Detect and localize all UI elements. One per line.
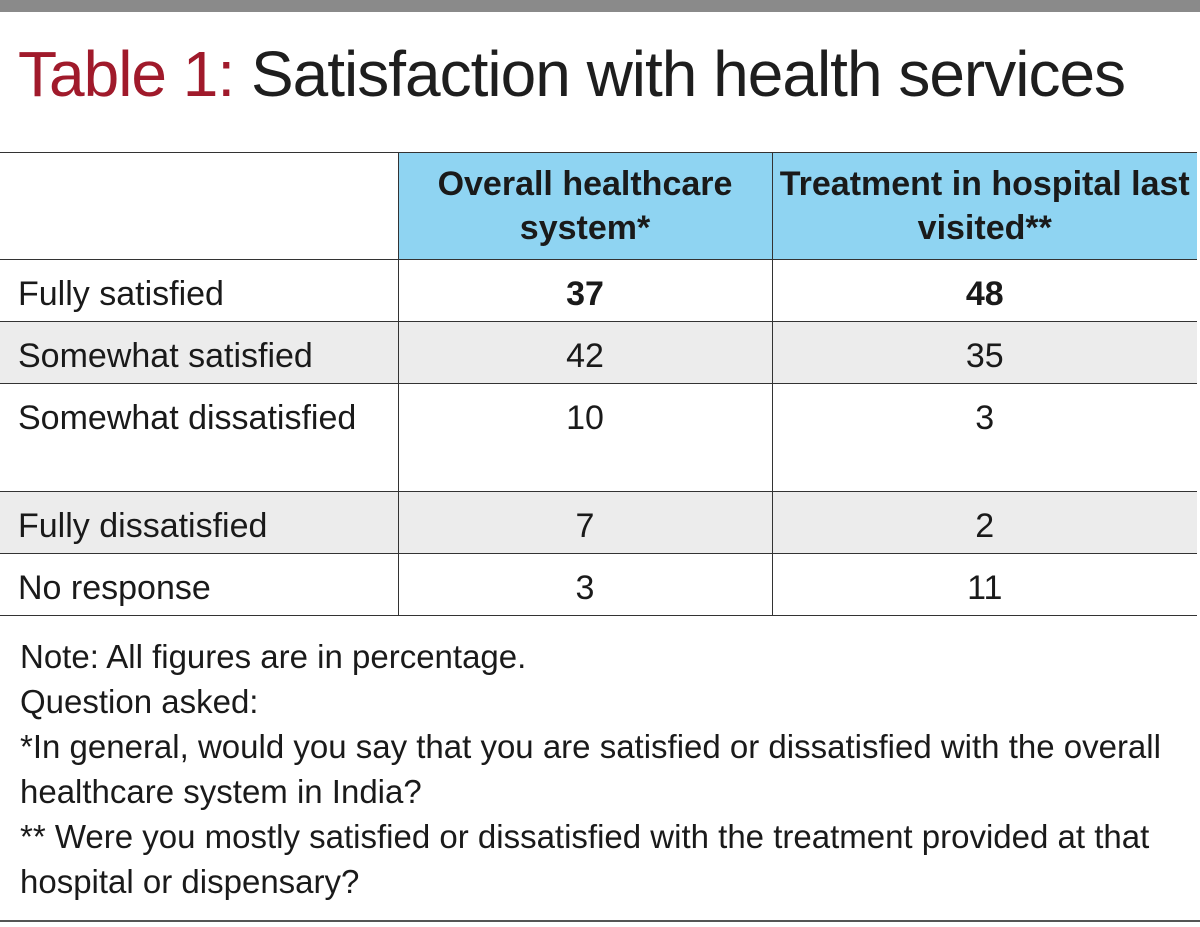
table-row: Somewhat dissatisfied 10 3 <box>0 383 1197 492</box>
header-hospital-treatment: Treatment in hospital last visited** <box>771 152 1197 260</box>
cell-hospital: 48 <box>771 259 1197 322</box>
footnotes: Note: All figures are in percentage. Que… <box>20 634 1185 904</box>
row-label: Fully dissatisfied <box>0 491 399 554</box>
bottom-rule <box>0 920 1200 922</box>
note-line: Question asked: <box>20 683 259 720</box>
row-label: Somewhat satisfied <box>0 321 399 384</box>
top-bar <box>0 0 1200 12</box>
row-label: Fully satisfied <box>0 259 399 322</box>
note-line: Note: All figures are in percentage. <box>20 638 527 675</box>
table-row: Fully satisfied 37 48 <box>0 259 1197 322</box>
note-line: *In general, would you say that you are … <box>20 728 1161 810</box>
cell-overall: 42 <box>397 321 773 384</box>
table-header-row: Overall healthcare system* Treatment in … <box>0 152 1197 260</box>
table-row: Somewhat satisfied 42 35 <box>0 321 1197 384</box>
satisfaction-table: Overall healthcare system* Treatment in … <box>0 152 1197 616</box>
page-title: Table 1: Satisfaction with health servic… <box>18 42 1126 106</box>
cell-overall: 7 <box>397 491 773 554</box>
title-prefix: Table 1: <box>18 38 235 110</box>
header-overall-healthcare: Overall healthcare system* <box>397 152 773 260</box>
note-line: ** Were you mostly satisfied or dissatis… <box>20 818 1150 900</box>
cell-overall: 10 <box>397 383 773 492</box>
cell-hospital: 2 <box>771 491 1197 554</box>
table-row: No response 3 11 <box>0 553 1197 616</box>
cell-hospital: 3 <box>771 383 1197 492</box>
title-main: Satisfaction with health services <box>250 38 1126 110</box>
cell-overall: 3 <box>397 553 773 616</box>
row-label: Somewhat dissatisfied <box>0 383 399 492</box>
cell-hospital: 11 <box>771 553 1197 616</box>
header-empty-cell <box>0 152 399 260</box>
row-label: No response <box>0 553 399 616</box>
cell-overall: 37 <box>397 259 773 322</box>
cell-hospital: 35 <box>771 321 1197 384</box>
table-row: Fully dissatisfied 7 2 <box>0 491 1197 554</box>
